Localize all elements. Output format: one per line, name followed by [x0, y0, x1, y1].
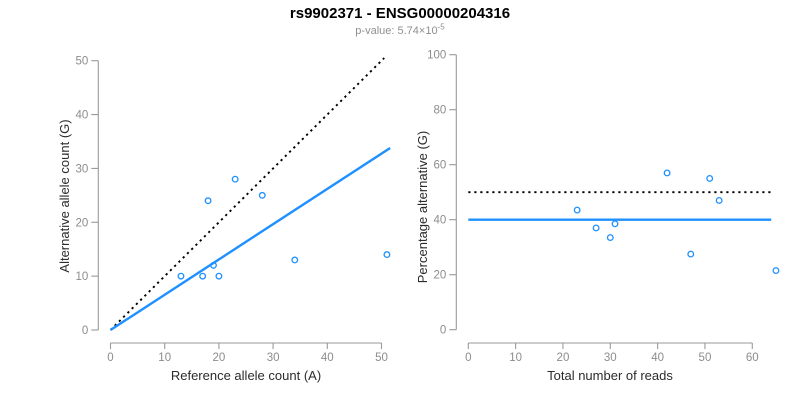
left-plot: 0 10 20 30 40 50 0 10 20 30 40 50 Reference allele …: [57, 56, 391, 383]
right-y-axis-label: Percentage alternative (G): [415, 131, 430, 283]
right-reference-lines: [468, 191, 772, 221]
x-tick-label: 0: [107, 352, 113, 364]
data-point: [611, 220, 619, 228]
right-x-axis-label: Total number of reads: [547, 368, 673, 383]
fit-line: [109, 146, 391, 332]
data-point: [199, 272, 207, 280]
y-tick-label: 100: [427, 50, 446, 62]
x-tick-label: 40: [651, 352, 664, 364]
data-point: [573, 206, 581, 214]
figure-title: rs9902371 - ENSG00000204316: [289, 5, 511, 22]
left-x-axis-label: Reference allele count (A): [171, 368, 321, 383]
data-point: [177, 272, 185, 280]
right-plot: 0 10 20 30 40 50 60 0 20 40 60 80 100 Total number o…: [415, 50, 780, 383]
y-tick-label: 20: [434, 270, 447, 282]
left-points: [177, 175, 391, 280]
figure-subtitle: p-value: 5.74×10-5: [0, 22, 800, 37]
data-point: [715, 196, 723, 204]
left-axes: 0 10 20 30 40 50 0 10 20 30 40 50: [76, 56, 388, 364]
x-tick-label: 60: [746, 352, 759, 364]
data-point: [663, 169, 671, 177]
data-point: [231, 175, 239, 183]
data-point: [592, 224, 600, 232]
y-tick-label: 20: [76, 217, 89, 229]
pvalue-exponent: -5: [437, 22, 445, 32]
y-tick-label: 40: [76, 110, 89, 122]
y-tick-label: 0: [82, 325, 88, 337]
left-reference-lines: [109, 57, 391, 332]
data-point: [215, 272, 223, 280]
right-points: [573, 169, 780, 275]
left-y-axis-label: Alternative allele count (G): [57, 119, 72, 272]
x-tick-label: 20: [213, 352, 226, 364]
x-tick-label: 10: [158, 352, 171, 364]
data-point: [210, 261, 217, 269]
x-tick-label: 20: [557, 352, 570, 364]
right-axes: 0 10 20 30 40 50 60 0 20 40 60 80 100: [427, 50, 759, 364]
y-tick-label: 10: [76, 271, 89, 283]
y-tick-label: 50: [76, 56, 89, 68]
x-tick-label: 30: [604, 352, 617, 364]
x-tick-label: 50: [699, 352, 712, 364]
y-tick-label: 0: [440, 325, 446, 337]
x-tick-label: 0: [465, 352, 471, 364]
data-point: [687, 250, 695, 258]
data-point: [291, 256, 299, 264]
data-point: [383, 251, 391, 259]
y-tick-label: 80: [434, 105, 447, 117]
y-tick-label: 30: [76, 163, 89, 175]
y-tick-label: 40: [434, 215, 447, 227]
x-tick-label: 10: [509, 352, 522, 364]
data-point: [258, 191, 266, 199]
x-tick-label: 40: [321, 352, 334, 364]
data-point: [772, 267, 780, 275]
y-tick-label: 60: [434, 160, 447, 172]
data-point: [706, 174, 714, 182]
identity-line: [109, 57, 385, 331]
x-tick-label: 50: [375, 352, 388, 364]
data-point: [204, 197, 212, 205]
x-tick-label: 30: [267, 352, 280, 364]
data-point: [606, 234, 614, 242]
pvalue-text: p-value: 5.74×10: [355, 25, 438, 37]
